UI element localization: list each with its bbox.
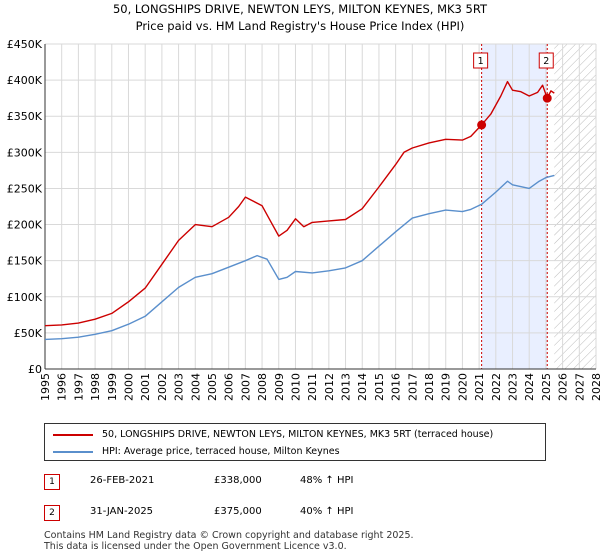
x-tick-label: 2028 xyxy=(590,373,600,401)
plot-background xyxy=(45,44,596,369)
x-tick-label: 1999 xyxy=(106,373,119,401)
x-tick-label: 2009 xyxy=(273,373,286,401)
y-tick-label: £400K xyxy=(7,74,43,87)
x-tick-label: 1995 xyxy=(39,373,52,401)
x-tick-label: 2001 xyxy=(139,373,152,401)
series-lines xyxy=(44,80,555,341)
x-tick-label: 2000 xyxy=(122,373,135,401)
x-tick-label: 2017 xyxy=(406,373,419,401)
x-tick-label: 2023 xyxy=(507,373,520,401)
y-axis-labels: £0 £50K £100K £150K £200K £250K £300K £350K £400… xyxy=(7,38,43,376)
y-tick-label: £350K xyxy=(7,110,43,123)
legend: 50, LONGSHIPS DRIVE, NEWTON LEYS, MILTON… xyxy=(44,423,546,461)
x-tick-label: 2005 xyxy=(206,373,219,401)
x-tick-label: 2020 xyxy=(456,373,469,401)
sale-point xyxy=(542,93,552,103)
x-tick-label: 2026 xyxy=(557,373,570,401)
legend-item-hpi: HPI: Average price, terraced house, Milt… xyxy=(53,444,340,460)
sale-badge: 2 xyxy=(44,505,60,521)
x-tick-label: 2002 xyxy=(156,373,169,401)
sale-price: £338,000 xyxy=(214,475,262,486)
sale-label-box xyxy=(473,52,489,69)
x-tick-label: 2008 xyxy=(256,373,269,401)
x-tick-label: 1997 xyxy=(72,373,85,401)
x-tick-label: 2014 xyxy=(356,373,369,401)
y-tick-label: £150K xyxy=(7,255,43,268)
y-tick-label: £300K xyxy=(7,146,43,159)
sale-label-box xyxy=(538,52,554,69)
sale-price: £375,000 xyxy=(214,506,262,517)
forecast-hatch xyxy=(554,44,596,369)
y-tick-label: £450K xyxy=(7,38,43,51)
x-tick-label: 2006 xyxy=(223,373,236,401)
x-tick-label: 2012 xyxy=(323,373,336,401)
sale-hpi-change: 48% ↑ HPI xyxy=(300,475,354,486)
footer-licence: This data is licensed under the Open Gov… xyxy=(44,541,347,552)
x-tick-label: 1996 xyxy=(56,373,69,401)
series-line-property xyxy=(44,80,555,327)
legend-label-property: 50, LONGSHIPS DRIVE, NEWTON LEYS, MILTON… xyxy=(102,429,494,440)
legend-item-property: 50, LONGSHIPS DRIVE, NEWTON LEYS, MILTON… xyxy=(53,427,493,443)
price-chart: 50, LONGSHIPS DRIVE, NEWTON LEYS, MILTON… xyxy=(7,2,600,401)
x-tick-label: 2018 xyxy=(423,373,436,401)
x-tick-label: 2003 xyxy=(173,373,186,401)
x-tick-label: 2016 xyxy=(390,373,403,401)
sale-date: 31-JAN-2025 xyxy=(90,506,154,517)
x-tick-label: 2013 xyxy=(340,373,353,401)
y-tick-label: £0 xyxy=(28,363,42,376)
chart-title-line1: 50, LONGSHIPS DRIVE, NEWTON LEYS, MILTON… xyxy=(113,2,488,16)
grid-lines xyxy=(44,43,597,370)
x-tick-label: 2021 xyxy=(473,373,486,401)
series-line-hpi xyxy=(44,174,555,341)
x-tick-label: 2004 xyxy=(189,373,202,401)
x-tick-label: 2027 xyxy=(573,373,586,401)
footer-copyright: Contains HM Land Registry data © Crown c… xyxy=(44,530,414,541)
legend-label-hpi: HPI: Average price, terraced house, Milt… xyxy=(102,446,340,457)
x-axis-labels: 1995 1996 1997 1998 1999 2000 2001 2002 2003 2004… xyxy=(39,373,600,401)
y-tick-label: £50K xyxy=(14,327,43,340)
x-tick-label: 2010 xyxy=(289,373,302,401)
sale-badge: 1 xyxy=(44,474,60,490)
x-tick-label: 2011 xyxy=(306,373,319,401)
sale-date: 26-FEB-2021 xyxy=(90,475,155,486)
sale-point xyxy=(477,120,487,130)
x-tick-label: 2015 xyxy=(373,373,386,401)
x-tick-label: 2022 xyxy=(490,373,503,401)
sale-row: 2 31-JAN-2025 £375,000 40% ↑ HPI xyxy=(44,505,564,525)
x-tick-label: 2025 xyxy=(540,373,553,401)
sale-label-number: 1 xyxy=(478,56,484,67)
legend-swatch-hpi xyxy=(53,450,93,453)
sale-row: 1 26-FEB-2021 £338,000 48% ↑ HPI xyxy=(44,474,564,494)
x-tick-label: 2024 xyxy=(523,373,536,401)
y-tick-label: £200K xyxy=(7,219,43,232)
legend-swatch-property xyxy=(53,433,93,436)
x-tick-label: 2007 xyxy=(239,373,252,401)
sale-hpi-change: 40% ↑ HPI xyxy=(300,506,354,517)
y-tick-label: £100K xyxy=(7,291,43,304)
sale-period-highlight xyxy=(481,44,548,369)
x-tick-label: 1998 xyxy=(89,373,102,401)
footer: Contains HM Land Registry data © Crown c… xyxy=(44,530,414,552)
chart-title-line2: Price paid vs. HM Land Registry's House … xyxy=(136,19,465,33)
y-tick-label: £250K xyxy=(7,182,43,195)
sale-label-number: 2 xyxy=(543,56,549,67)
x-tick-label: 2019 xyxy=(440,373,453,401)
